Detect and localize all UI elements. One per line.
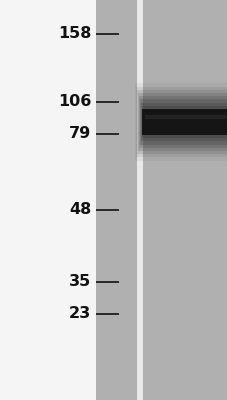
Bar — [95, 0, 136, 400]
Text: 106: 106 — [58, 94, 91, 110]
Bar — [139, 100, 227, 145]
Bar — [140, 103, 227, 142]
Text: 23: 23 — [69, 306, 91, 322]
Bar — [135, 83, 227, 160]
Bar — [136, 90, 227, 154]
Bar — [138, 96, 227, 148]
Text: 158: 158 — [58, 26, 91, 42]
Text: 48: 48 — [69, 202, 91, 218]
Bar — [142, 109, 227, 135]
Bar — [142, 0, 227, 400]
Text: 35: 35 — [69, 274, 91, 290]
Bar — [137, 93, 227, 151]
Bar — [0, 0, 95, 400]
Bar — [141, 106, 227, 138]
Bar — [136, 0, 142, 400]
Bar — [136, 87, 227, 158]
Text: 79: 79 — [69, 126, 91, 142]
Bar — [144, 116, 225, 119]
